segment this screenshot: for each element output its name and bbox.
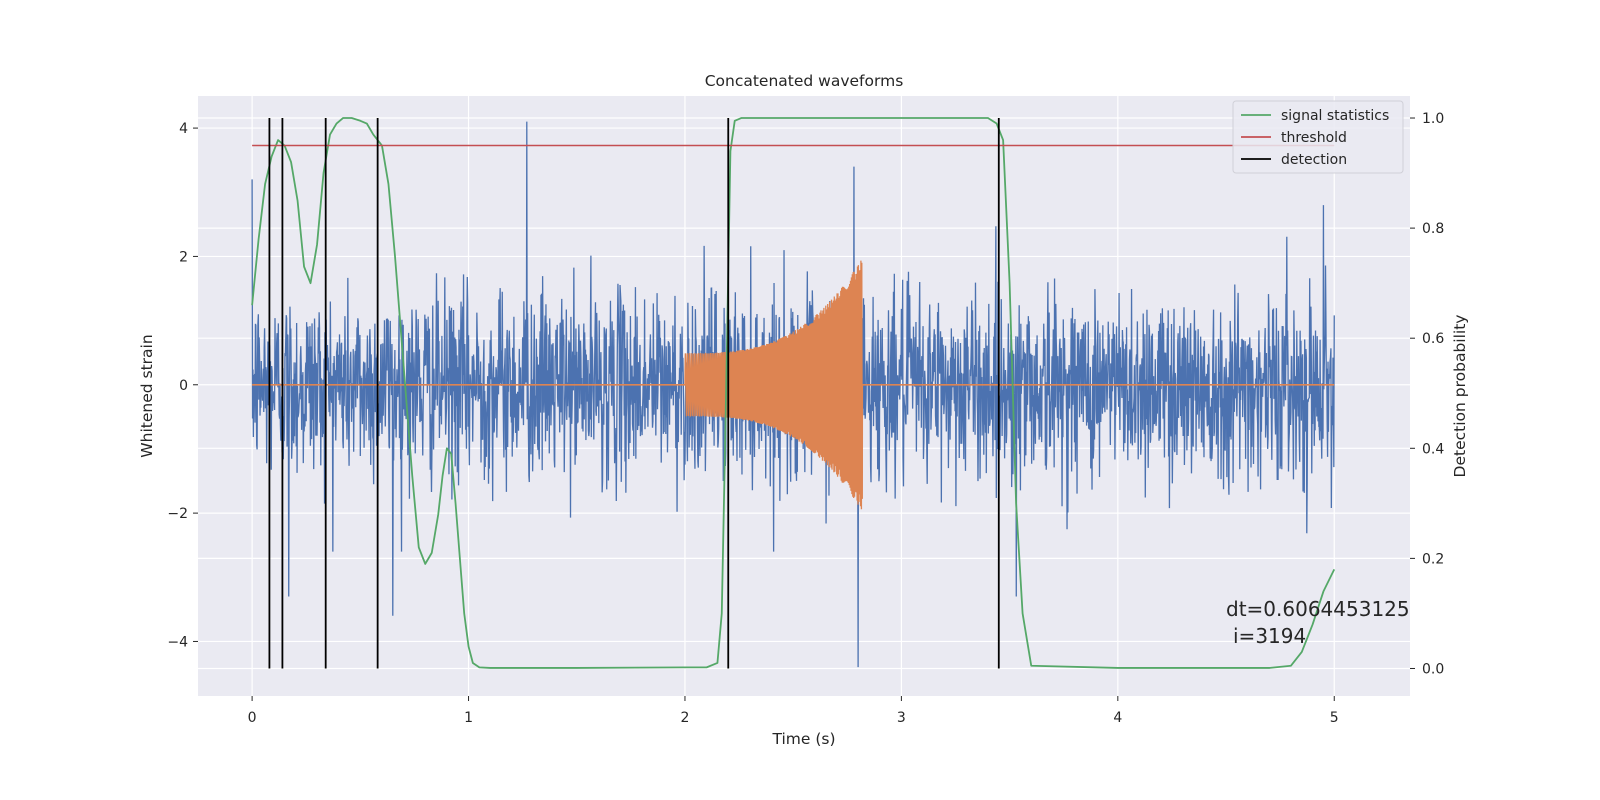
detection-layer <box>268 118 1000 669</box>
y-right-tick-label: 0.8 <box>1422 221 1444 237</box>
y-left-tick-label: −4 <box>167 634 188 650</box>
y-right-tick-label: 0.2 <box>1422 551 1444 567</box>
y-left-tick-label: −2 <box>167 506 188 522</box>
annotation-i: i=3194 <box>1233 624 1306 648</box>
y-left-axis-ticks: −4 −2 0 2 4 <box>167 121 198 650</box>
signal-statistics-layer <box>251 117 1336 669</box>
y-left-tick-label: 0 <box>179 378 188 394</box>
template-layer <box>252 260 1335 510</box>
chart-title: Concatenated waveforms <box>705 72 904 90</box>
y-right-tick-label: 1.0 <box>1422 111 1444 127</box>
y-right-tick-label: 0.4 <box>1422 441 1444 457</box>
annotation-dt: dt=0.6064453125 <box>1226 597 1410 621</box>
y-left-axis-label: Whitened strain <box>138 334 156 457</box>
x-tick-label: 3 <box>897 710 906 726</box>
legend: signal statistics threshold detection <box>1232 100 1404 174</box>
x-tick-label: 1 <box>464 710 473 726</box>
legend-label-detection: detection <box>1281 152 1347 168</box>
x-axis-label: Time (s) <box>771 730 835 748</box>
y-right-tick-label: 0.0 <box>1422 661 1444 677</box>
legend-label-signal-statistics: signal statistics <box>1281 108 1389 124</box>
y-left-tick-label: 4 <box>179 121 188 137</box>
legend-label-threshold: threshold <box>1281 130 1347 146</box>
y-right-axis-label: Detection probability <box>1451 315 1469 478</box>
x-tick-label: 4 <box>1113 710 1122 726</box>
x-tick-label: 2 <box>681 710 690 726</box>
template-chirp <box>684 260 864 510</box>
y-right-axis-ticks: 0.0 0.2 0.4 0.6 0.8 1.0 <box>1410 111 1444 677</box>
signal-statistics-line <box>251 117 1336 669</box>
y-left-tick-label: 2 <box>179 249 188 265</box>
x-tick-label: 0 <box>248 710 257 726</box>
y-right-tick-label: 0.6 <box>1422 331 1444 347</box>
x-tick-label: 5 <box>1330 710 1339 726</box>
x-axis-ticks: 0 1 2 3 4 5 <box>248 696 1339 726</box>
legend-box <box>1232 100 1404 174</box>
